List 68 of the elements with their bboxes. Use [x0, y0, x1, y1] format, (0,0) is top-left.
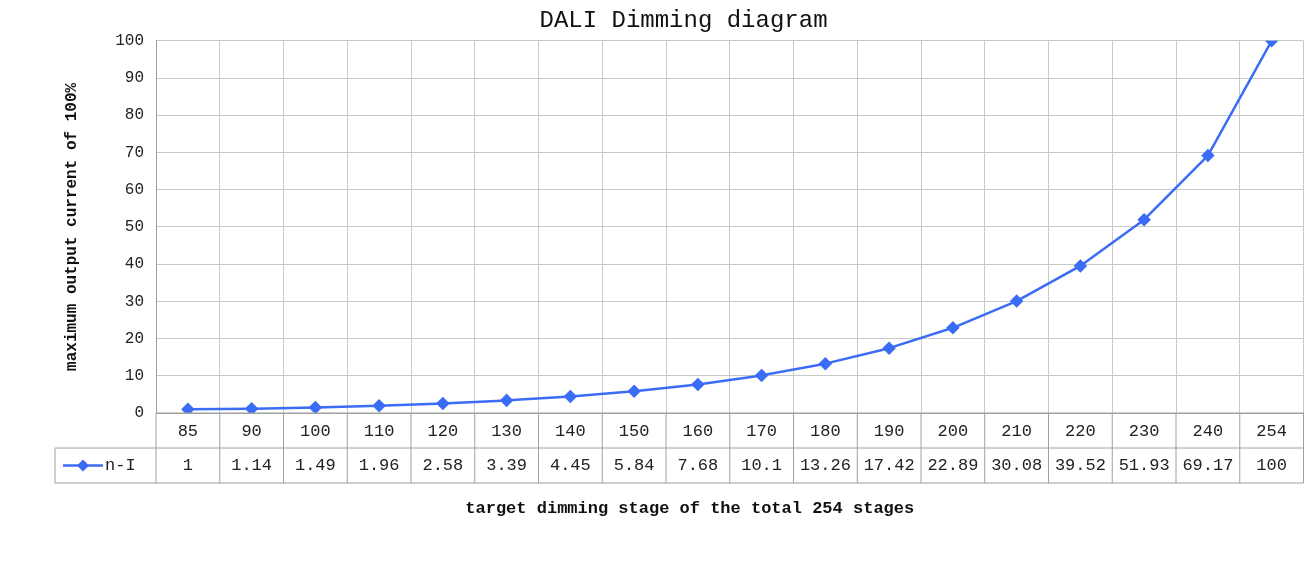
data-label: 5.84 — [613, 456, 655, 475]
y-tick-label: 0 — [134, 404, 144, 423]
x-tick-label: 230 — [1128, 421, 1160, 441]
point — [245, 402, 258, 413]
point — [564, 390, 577, 403]
y-tick-label: 90 — [124, 69, 144, 88]
x-tick-label: 190 — [873, 421, 905, 441]
data-label: 10.1 — [741, 456, 783, 475]
data-label: 4.45 — [549, 456, 591, 475]
point — [1010, 294, 1023, 308]
point — [309, 401, 322, 413]
y-tick-label: 40 — [124, 255, 144, 274]
x-tick-label: 220 — [1065, 421, 1096, 441]
x-tick-label: 140 — [555, 421, 586, 441]
data-label: 1.14 — [231, 456, 273, 475]
data-label: 3.39 — [486, 456, 528, 475]
point — [1137, 213, 1151, 226]
x-tick-label: 200 — [937, 421, 969, 441]
data-label: 17.42 — [863, 456, 915, 475]
x-tick-label: 254 — [1256, 421, 1287, 441]
x-tick-label: 90 — [241, 421, 262, 441]
data-label: 69.17 — [1182, 456, 1234, 475]
y-tick-label: 70 — [124, 143, 144, 162]
x-tick-label: 110 — [363, 421, 395, 441]
point — [691, 378, 705, 391]
point — [1074, 259, 1087, 273]
data-label: 51.93 — [1118, 456, 1170, 475]
x-tick-label: 160 — [682, 421, 714, 441]
data-label: 100 — [1256, 456, 1287, 475]
point — [500, 394, 513, 407]
point — [436, 397, 450, 410]
data-label: 7.68 — [677, 456, 719, 475]
point — [882, 341, 896, 355]
y-tick-label: 10 — [124, 367, 144, 386]
data-label: 22.89 — [927, 456, 979, 475]
x-tick-label: 170 — [746, 421, 777, 441]
chart-title: DALI Dimming diagram — [539, 6, 828, 34]
y-tick-label: 50 — [124, 218, 144, 237]
point — [627, 385, 641, 398]
y-tick-label: 60 — [124, 180, 144, 199]
x-tick-label: 120 — [427, 421, 459, 441]
point — [755, 369, 768, 382]
data-label: 13.26 — [799, 456, 851, 475]
y-tick-label: 30 — [124, 292, 144, 311]
point — [372, 399, 386, 412]
data-label: 1.49 — [294, 456, 336, 475]
y-tick-label: 100 — [115, 32, 144, 51]
data-label: 2.58 — [422, 456, 464, 475]
data-label: 1.96 — [358, 456, 400, 475]
data-label: 1 — [182, 456, 193, 475]
point — [946, 321, 960, 335]
data-label: 30.08 — [991, 456, 1043, 475]
legend-label: n-I — [105, 456, 136, 475]
data-label: 39.52 — [1054, 456, 1106, 475]
x-tick-label: 100 — [300, 421, 331, 441]
point — [181, 403, 195, 413]
x-tick-label: 210 — [1001, 421, 1032, 441]
y-axis-title: maximum output current of 100% — [62, 82, 81, 371]
x-tick-label: 180 — [810, 421, 841, 441]
y-tick-label: 20 — [124, 329, 144, 348]
x-axis-title: target dimming stage of the total 254 stages — [465, 499, 915, 519]
point — [819, 357, 832, 370]
y-tick-label: 80 — [124, 106, 144, 125]
x-tick-label: 130 — [491, 421, 522, 441]
x-tick-label: 150 — [618, 421, 650, 441]
x-tick-label: 85 — [177, 421, 199, 441]
x-tick-label: 240 — [1192, 421, 1224, 441]
point — [1201, 149, 1215, 162]
